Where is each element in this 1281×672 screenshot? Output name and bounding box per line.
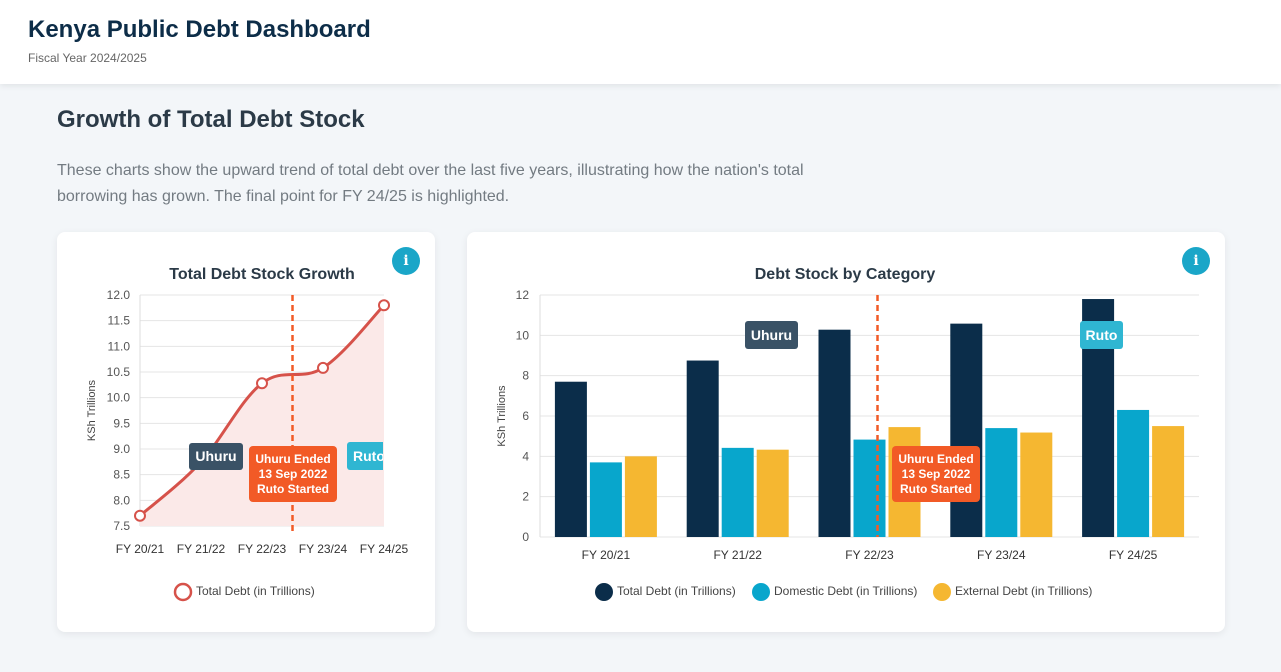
bar-chart: Debt Stock by Category KSh Trillions 12 10 8… [496,266,1199,601]
legend-marker [752,583,770,601]
uhuru-label-box [189,443,243,470]
line-chart: Total Debt Stock Growth KSh Trillions 12.0… [86,266,409,602]
bar-total [818,329,851,537]
app-title: Kenya Public Debt Dashboard [28,16,371,43]
bar-total [554,381,587,537]
y-tick-label: 10.5 [107,365,131,379]
y-tick-label: 9.5 [113,416,130,430]
x-tick-label: FY 23/24 [977,548,1026,562]
y-axis-label: KSh Trillions [496,385,508,447]
bar-external [1152,426,1185,537]
transition-annotation-box [892,446,980,502]
transition-annotation-text: Ruto Started [900,482,972,496]
section-title: Growth of Total Debt Stock [57,106,365,133]
x-tick-label: FY 24/25 [1109,548,1158,562]
legend-label: External Debt (in Trillions) [955,584,1092,598]
legend-marker [933,583,951,601]
line-chart-card: Total Debt Stock Growth KSh Trillions 12.0… [57,232,435,632]
data-point [256,377,268,390]
x-tick-label: FY 21/22 [177,542,226,556]
transition-annotation-text: Uhuru Ended [898,452,973,466]
chart-title: Total Debt Stock Growth [169,266,354,283]
y-tick-label: 11.0 [108,339,131,353]
uhuru-label: Uhuru [751,327,792,343]
bar-domestic [985,428,1018,537]
legend-label: Total Debt (in Trillions) [196,584,315,598]
y-axis-label: KSh Trillions [86,379,98,441]
y-tick-label: 0 [522,530,529,544]
bar-domestic [721,447,754,537]
y-tick-label: 8.5 [113,468,130,482]
transition-annotation-text: 13 Sep 2022 [259,467,328,481]
y-tick-label: 6 [522,409,529,423]
bar-total [686,360,719,537]
transition-annotation-text: Uhuru Ended [255,452,330,466]
bar-external [624,456,657,537]
x-tick-label: FY 24/25 [360,542,409,556]
legend-label: Domestic Debt (in Trillions) [774,584,917,598]
transition-annotation-box [249,446,337,502]
x-tick-label: FY 21/22 [713,548,762,562]
x-tick-label: FY 20/21 [582,548,631,562]
ruto-label-box [347,442,383,470]
data-point [134,509,146,522]
bar-domestic [853,439,886,537]
x-tick-label: FY 20/21 [116,542,165,556]
data-point [317,361,329,374]
ruto-label-box [1080,321,1123,349]
y-tick-label: 11.5 [108,314,131,328]
info-icon[interactable]: i [1182,247,1210,275]
info-icon[interactable]: i [392,247,420,275]
bar-chart-card: Debt Stock by Category KSh Trillions 12 10 8… [467,232,1225,632]
legend-label: Total Debt (in Trillions) [617,584,736,598]
transition-annotation-text: 13 Sep 2022 [902,467,971,481]
bar-domestic [589,462,622,537]
uhuru-label: Uhuru [195,448,236,464]
y-tick-label: 10 [516,328,530,342]
ruto-label: Ruto [1086,327,1118,343]
ruto-label-group: Ruto [347,442,385,470]
bar-external [756,449,789,537]
x-tick-label: FY 22/23 [238,542,287,556]
chart-title: Debt Stock by Category [755,266,936,283]
legend-marker [595,583,613,601]
top-header: Kenya Public Debt Dashboard Fiscal Year … [0,0,1281,84]
y-tick-label: 12.0 [107,288,131,302]
bar-total [950,323,983,537]
bar-domestic [1117,409,1150,537]
y-tick-label: 2 [522,490,529,504]
x-tick-label: FY 22/23 [845,548,894,562]
transition-annotation-text: Ruto Started [257,482,329,496]
app-subtitle: Fiscal Year 2024/2025 [28,51,147,65]
y-tick-label: 12 [516,288,530,302]
y-tick-label: 8.0 [113,493,130,507]
y-tick-label: 8 [522,369,529,383]
y-tick-label: 4 [522,449,529,463]
uhuru-label-box [745,321,798,349]
y-tick-label: 7.5 [113,519,130,533]
legend-marker [173,582,193,602]
bar-external [1020,432,1053,537]
y-tick-label: 9.0 [113,442,130,456]
section-description: These charts show the upward trend of to… [57,162,804,205]
ruto-label: Ruto [353,448,385,464]
data-point [378,299,390,312]
x-tick-label: FY 23/24 [299,542,348,556]
y-tick-label: 10.0 [107,391,131,405]
